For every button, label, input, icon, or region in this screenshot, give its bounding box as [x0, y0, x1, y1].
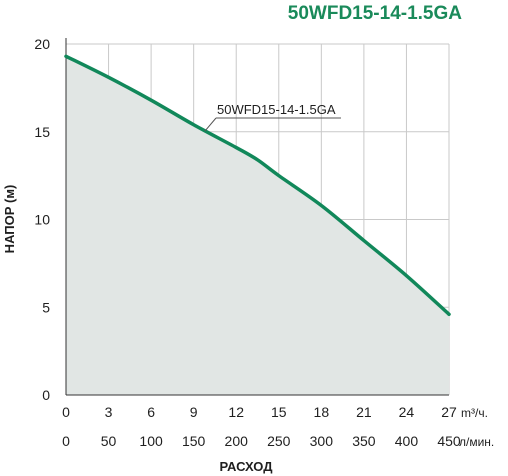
- callout-leader: [204, 117, 217, 132]
- x-tick-label-m3h: 0: [62, 404, 70, 420]
- x-tick-labels-m3h: 0 3 6 9 12 15 18 21 24 27: [62, 404, 457, 420]
- area-fill: [66, 56, 449, 395]
- x-tick-label-m3h: 21: [356, 404, 372, 420]
- x-tick-label-m3h: 24: [399, 404, 415, 420]
- x-tick-label-m3h: 3: [105, 404, 113, 420]
- x-tick-label-lpm: 50: [101, 433, 117, 449]
- x-unit-m3h: m³/ч.: [461, 406, 488, 420]
- x-tick-label-lpm: 400: [395, 433, 419, 449]
- x-axis-title: РАСХОД: [219, 459, 273, 474]
- x-tick-label-lpm: 450: [437, 433, 461, 449]
- x-tick-label-lpm: 300: [310, 433, 334, 449]
- y-tick-label: 0: [42, 387, 50, 403]
- y-tick-label: 10: [34, 212, 50, 228]
- x-tick-label-lpm: 350: [352, 433, 376, 449]
- series-label: 50WFD15-14-1.5GA: [217, 102, 336, 117]
- chart-title: 50WFD15-14-1.5GA: [288, 3, 463, 24]
- series-callout: 50WFD15-14-1.5GA: [204, 102, 341, 132]
- y-tick-label: 20: [34, 36, 50, 52]
- x-tick-label-lpm: 250: [267, 433, 291, 449]
- y-tick-label: 15: [34, 124, 50, 140]
- axes: [65, 38, 449, 396]
- x-unit-lpm: л/мин.: [459, 435, 494, 449]
- x-tick-label-m3h: 6: [147, 404, 155, 420]
- x-tick-labels-lpm: 0 50 100 150 200 250 300 350 400 450: [62, 433, 461, 449]
- x-tick-label-m3h: 15: [271, 404, 287, 420]
- y-tick-labels: 0 5 10 15 20: [34, 36, 50, 403]
- x-tick-label-m3h: 9: [190, 404, 198, 420]
- x-tick-label-m3h: 27: [441, 404, 457, 420]
- x-tick-label-lpm: 200: [225, 433, 249, 449]
- x-tick-label-lpm: 0: [62, 433, 70, 449]
- x-tick-label-m3h: 18: [314, 404, 330, 420]
- y-axis-title: НАПОР (м): [2, 185, 17, 254]
- x-tick-label-lpm: 150: [182, 433, 206, 449]
- y-tick-label: 5: [42, 299, 50, 315]
- series-line: [64, 54, 451, 317]
- x-tick-label-m3h: 12: [228, 404, 244, 420]
- x-tick-label-lpm: 100: [139, 433, 163, 449]
